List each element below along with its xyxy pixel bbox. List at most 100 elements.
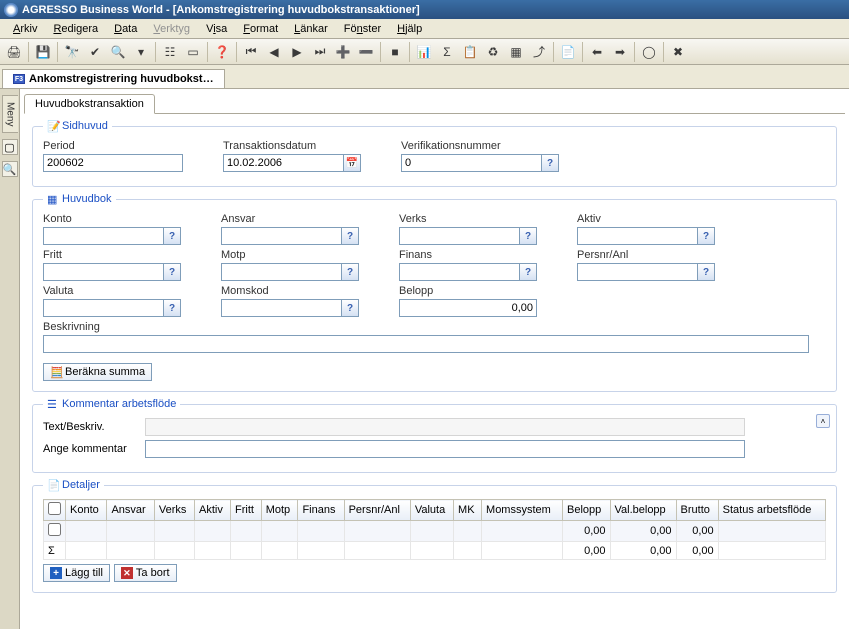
lookup-icon[interactable]: ? bbox=[697, 263, 715, 281]
save-icon[interactable]: 💾 bbox=[32, 41, 54, 63]
menu-hjalp[interactable]: Hjälp bbox=[390, 21, 429, 37]
side-tab-meny[interactable]: Meny bbox=[2, 95, 18, 133]
input-verks[interactable] bbox=[399, 227, 519, 245]
lookup-icon[interactable]: ? bbox=[519, 227, 537, 245]
label-valuta: Valuta bbox=[43, 285, 181, 297]
lookup-icon[interactable]: ? bbox=[341, 263, 359, 281]
label-motp: Motp bbox=[221, 249, 359, 261]
label-aktiv: Aktiv bbox=[577, 213, 715, 225]
menu-format[interactable]: Format bbox=[236, 21, 285, 37]
popup-icon[interactable]: ▭ bbox=[182, 41, 204, 63]
doc-tab[interactable]: F3 Ankomstregistrering huvudbokst… bbox=[2, 69, 225, 88]
label-momskod: Momskod bbox=[221, 285, 359, 297]
label-ansvar: Ansvar bbox=[221, 213, 359, 225]
label-verks: Verks bbox=[399, 213, 537, 225]
collapse-icon[interactable]: ˄ bbox=[816, 414, 830, 428]
next-icon[interactable]: ▶ bbox=[286, 41, 308, 63]
help-icon[interactable]: ❓ bbox=[211, 41, 233, 63]
insert-icon[interactable]: ➕ bbox=[332, 41, 354, 63]
side-btn-1[interactable]: ▢ bbox=[2, 139, 18, 155]
delete-icon[interactable]: ➖ bbox=[355, 41, 377, 63]
label-fritt: Fritt bbox=[43, 249, 181, 261]
menu-redigera[interactable]: Redigera bbox=[46, 21, 105, 37]
lookup-icon[interactable]: ? bbox=[541, 154, 559, 172]
menubar: Arkiv Redigera Data Verktyg Visa Format … bbox=[0, 19, 849, 39]
input-motp[interactable] bbox=[221, 263, 341, 281]
lookup-icon[interactable]: ? bbox=[163, 227, 181, 245]
input-beskrivning[interactable] bbox=[43, 335, 809, 353]
lookup-icon[interactable]: ? bbox=[519, 263, 537, 281]
menu-fonster[interactable]: Fönster bbox=[337, 21, 388, 37]
last-icon[interactable]: ⏭ bbox=[309, 41, 331, 63]
tab-huvudbokstransaktion[interactable]: Huvudbokstransaktion bbox=[24, 94, 155, 114]
header-checkbox[interactable] bbox=[48, 502, 61, 515]
bars-icon: ☰ bbox=[47, 398, 59, 410]
input-finans[interactable] bbox=[399, 263, 519, 281]
input-period[interactable] bbox=[43, 154, 183, 172]
first-icon[interactable]: ⏮ bbox=[240, 41, 262, 63]
lookup-icon[interactable]: ? bbox=[341, 299, 359, 317]
label-belopp: Belopp bbox=[399, 285, 537, 297]
filter-icon[interactable]: ▾ bbox=[130, 41, 152, 63]
lookup-icon[interactable]: ? bbox=[163, 263, 181, 281]
columns-icon[interactable]: ▦ bbox=[505, 41, 527, 63]
print-icon[interactable]: 🖨 bbox=[3, 41, 25, 63]
times-icon: ✕ bbox=[121, 567, 133, 579]
input-transdatum[interactable] bbox=[223, 154, 343, 172]
circle-icon[interactable]: ◯ bbox=[638, 41, 660, 63]
lookup-icon[interactable]: ? bbox=[341, 227, 359, 245]
input-belopp[interactable] bbox=[399, 299, 537, 317]
input-konto[interactable] bbox=[43, 227, 163, 245]
label-transdatum: Transaktionsdatum bbox=[223, 140, 361, 152]
input-persnr[interactable] bbox=[577, 263, 697, 281]
menu-lankar[interactable]: Länkar bbox=[287, 21, 335, 37]
sum-icon[interactable]: Σ bbox=[436, 41, 458, 63]
input-fritt[interactable] bbox=[43, 263, 163, 281]
menu-visa[interactable]: Visa bbox=[199, 21, 234, 37]
binoculars-icon[interactable]: 🔭 bbox=[61, 41, 83, 63]
table-row[interactable]: 0,00 0,00 0,00 bbox=[44, 521, 826, 542]
paste-icon[interactable]: 📄 bbox=[557, 41, 579, 63]
menu-data[interactable]: Data bbox=[107, 21, 144, 37]
input-textbeskr bbox=[145, 418, 745, 436]
input-valuta[interactable] bbox=[43, 299, 163, 317]
window-title: AGRESSO Business World - [Ankomstregistr… bbox=[22, 4, 420, 16]
detail-table: KontoAnsvarVerksAktivFrittMotpFinansPers… bbox=[43, 499, 826, 560]
document-bar: F3 Ankomstregistrering huvudbokst… bbox=[0, 65, 849, 89]
laggtill-button[interactable]: +Lägg till bbox=[43, 564, 110, 582]
titlebar: AGRESSO Business World - [Ankomstregistr… bbox=[0, 0, 849, 19]
chart-icon[interactable]: 📊 bbox=[413, 41, 435, 63]
grid-icon: ▦ bbox=[47, 193, 59, 205]
calendar-icon[interactable]: 📅 bbox=[343, 154, 361, 172]
side-btn-2[interactable]: 🔍 bbox=[2, 161, 18, 177]
label-ange: Ange kommentar bbox=[43, 443, 145, 455]
search-icon[interactable]: 🔍 bbox=[107, 41, 129, 63]
input-verif[interactable] bbox=[401, 154, 541, 172]
row-checkbox[interactable] bbox=[48, 523, 61, 536]
app-icon bbox=[4, 3, 18, 17]
close-icon[interactable]: ✖ bbox=[667, 41, 689, 63]
input-ange[interactable] bbox=[145, 440, 745, 458]
stop-icon[interactable]: ■ bbox=[384, 41, 406, 63]
copy-icon[interactable]: 📋 bbox=[459, 41, 481, 63]
back-icon[interactable]: ⬅ bbox=[586, 41, 608, 63]
input-aktiv[interactable] bbox=[577, 227, 697, 245]
lookup-icon[interactable]: ? bbox=[163, 299, 181, 317]
menu-arkiv[interactable]: Arkiv bbox=[6, 21, 44, 37]
refresh-icon[interactable]: ♻ bbox=[482, 41, 504, 63]
doc-badge: F3 bbox=[13, 74, 25, 84]
berakna-button[interactable]: 🧮Beräkna summa bbox=[43, 363, 152, 381]
prev-icon[interactable]: ◀ bbox=[263, 41, 285, 63]
page-icon: 📄 bbox=[47, 479, 59, 491]
forward-icon[interactable]: ➡ bbox=[609, 41, 631, 63]
group-huvudbok: ▦Huvudbok Konto? Ansvar? Verks? Aktiv? F… bbox=[32, 193, 837, 392]
input-ansvar[interactable] bbox=[221, 227, 341, 245]
check-icon[interactable]: ✔ bbox=[84, 41, 106, 63]
export-icon[interactable]: ⤴ bbox=[528, 41, 550, 63]
legend-kommentar: ☰Kommentar arbetsflöde bbox=[43, 398, 180, 410]
tree-icon[interactable]: ☷ bbox=[159, 41, 181, 63]
lookup-icon[interactable]: ? bbox=[697, 227, 715, 245]
calc-icon: 🧮 bbox=[50, 366, 62, 378]
input-momskod[interactable] bbox=[221, 299, 341, 317]
tabort-button[interactable]: ✕Ta bort bbox=[114, 564, 177, 582]
